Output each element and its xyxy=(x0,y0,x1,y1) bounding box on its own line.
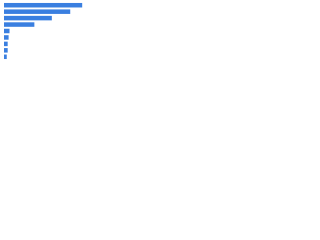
bar xyxy=(4,41,8,47)
bar xyxy=(4,35,9,40)
bar xyxy=(4,15,52,21)
chart xyxy=(4,2,83,60)
bar xyxy=(4,22,35,27)
bar xyxy=(4,48,8,53)
bar xyxy=(4,54,7,60)
bar xyxy=(4,28,10,34)
bar xyxy=(4,9,71,14)
bar xyxy=(4,2,83,8)
